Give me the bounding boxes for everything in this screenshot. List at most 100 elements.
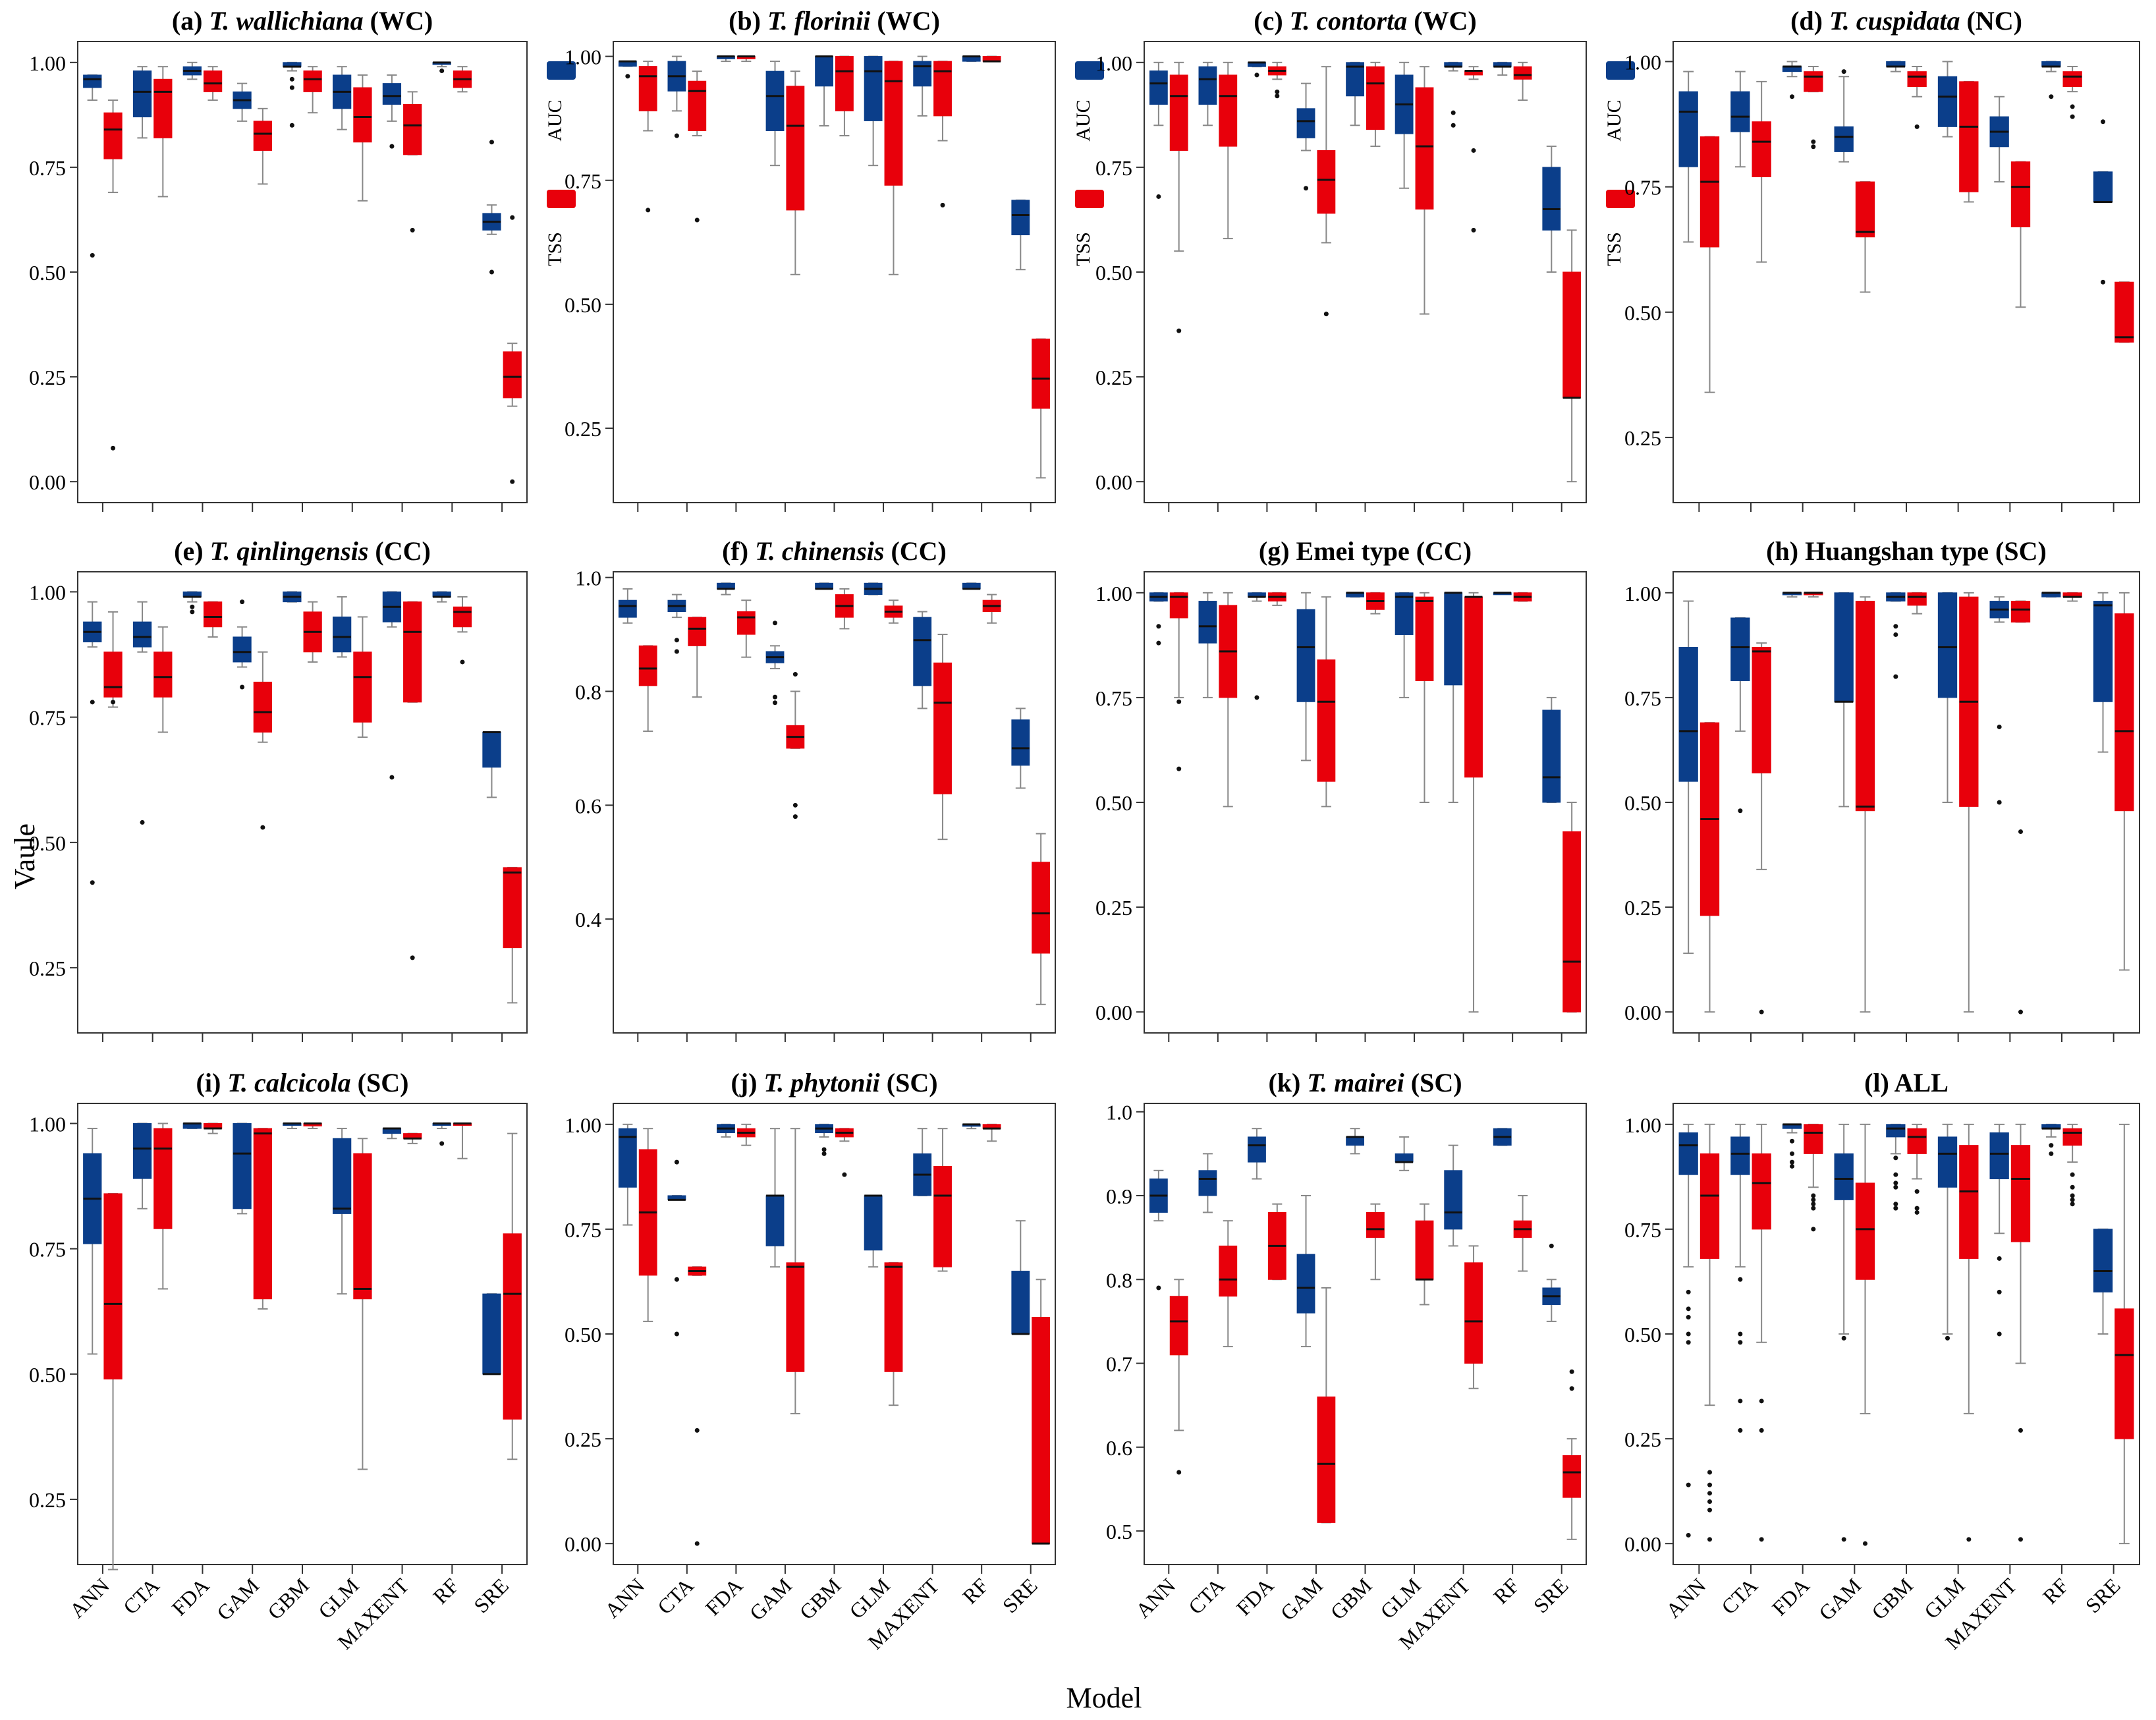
auc-outlier [489,140,494,145]
auc-box-maxent [913,55,932,117]
panel-title: (k) T. mairei (SC) [1268,1068,1462,1097]
tss-box [1752,647,1771,773]
tss-outlier [2018,1428,2023,1433]
x-tick-label: GBM [263,1573,314,1624]
y-tick-label: 0.25 [29,957,66,980]
auc-box-maxent [382,74,402,149]
y-tick-label: 0.75 [29,1238,66,1262]
auc-box-sre [1542,696,1561,803]
tss-box-gam [786,70,805,275]
y-tick-label: 0.25 [1624,426,1661,450]
auc-box [1937,592,1958,698]
auc-box [1937,76,1958,127]
tss-outlier [842,1172,847,1177]
tss-box [1032,339,1051,409]
tss-box-fda [1804,1123,1823,1232]
y-tick-label: 0.8 [1106,1268,1132,1292]
tss-box [153,78,173,138]
tss-outlier [694,217,700,223]
tss-box [2062,1128,2082,1146]
auc-box-gam [765,61,785,167]
auc-outlier [1686,1315,1691,1320]
auc-box-ann [83,1128,102,1355]
auc-box [2093,601,2113,702]
tss-box-ann [638,645,657,732]
panel-frame [613,571,1056,1034]
auc-box-rf [2041,61,2061,99]
tss-box-gbm [835,588,854,630]
tss-box-sre [503,215,522,484]
tss-box [353,87,372,143]
tss-box [2062,71,2082,87]
tss-box-glm [884,599,903,624]
legend-tss-swatch [1606,190,1635,208]
tss-box [1366,66,1385,130]
tss-box [933,1165,952,1267]
tss-outlier [694,1541,700,1546]
auc-box-ann [1149,61,1168,199]
auc-box [332,1138,352,1214]
auc-box-ann [1149,592,1168,646]
auc-box-gam [233,1123,252,1215]
y-tick-label: 1.00 [29,1112,66,1136]
auc-box-rf [1493,592,1512,596]
tss-box [1562,831,1582,1013]
y-tick-label: 0.4 [575,908,601,931]
tss-box [203,70,223,92]
panel-9: (j) T. phytonii (SC) 0.00 0.25 0.50 0.75 1.00… [565,1068,1056,1654]
panel-title: (c) T. contorta (WC) [1254,6,1477,36]
tss-outlier [2070,1172,2075,1177]
auc-box-sre [482,140,501,275]
auc-box-gam [233,82,252,122]
tss-box-gam [1317,66,1336,317]
auc-box-ann [618,588,637,624]
x-tick-label: GAM [212,1573,263,1624]
tss-box [1907,1128,1927,1154]
tss-box [1219,74,1238,147]
y-tick-label: 0.00 [1624,1001,1661,1024]
auc-box [815,56,834,87]
tss-box [353,1153,372,1300]
auc-box-gam [765,621,785,706]
auc-box [618,599,637,618]
tss-box-cta [1219,592,1238,808]
auc-box-sre [2093,1228,2113,1335]
tss-box [403,601,422,703]
tss-outlier [1914,1209,1920,1215]
tss-box [1855,1182,1875,1280]
y-tick-label: 0.50 [1095,791,1132,815]
tss-box-fda [736,599,756,658]
tss-box-rf [2062,1123,2082,1207]
tss-box-gam [1855,596,1875,1013]
panel-title-suffix: (NC) [1960,6,2022,36]
auc-box-rf [2041,592,2061,598]
panel-title: (h) Huangshan type (SC) [1766,536,2047,566]
auc-box [2093,171,2113,202]
y-tick-label: 0.00 [29,470,66,494]
y-tick-label: 0.75 [565,1218,601,1242]
auc-box [1989,1132,2009,1180]
legend-auc-swatch [547,61,576,80]
y-tick-label: 0.50 [565,1323,601,1346]
panel-6: (g) Emei type (CC) 0.00 0.25 0.50 0.75 1.00 [1095,536,1587,1042]
tss-outlier [1471,148,1476,153]
auc-box-glm [1937,1123,1958,1341]
tss-box [1169,74,1188,151]
tss-box-gbm [1907,592,1927,615]
tss-box-maxent [403,91,422,233]
tss-box [2115,281,2134,343]
y-tick-label: 0.25 [29,366,66,389]
y-axis-label: Vaule [9,823,41,889]
legend-auc-swatch [1075,61,1104,80]
auc-box-gbm [1346,592,1365,598]
y-tick-label: 0.00 [1095,1001,1132,1024]
tss-outlier [460,659,465,665]
auc-box [132,70,152,118]
x-tick-label: CTA [1717,1573,1762,1619]
y-tick-label: 0.75 [1624,176,1661,200]
panel-8: (i) T. calcicola (SC) 0.25 0.50 0.75 1.00 ANN… [29,1068,528,1654]
auc-outlier [439,69,445,74]
auc-outlier [1156,640,1161,646]
tss-box [2115,1308,2134,1439]
tss-box [403,103,422,155]
